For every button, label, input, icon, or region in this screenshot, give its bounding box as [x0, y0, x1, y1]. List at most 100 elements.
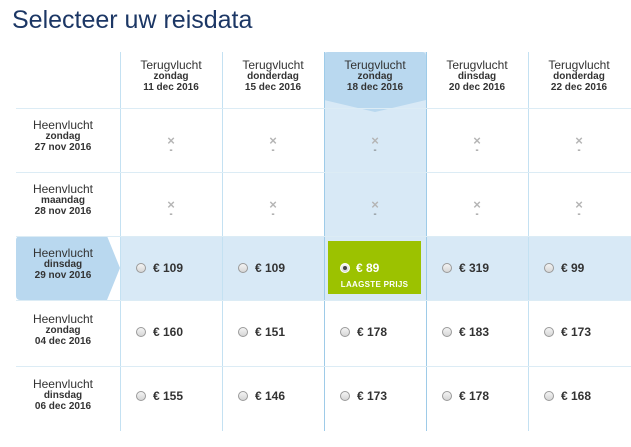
fare-option[interactable]: € 146 [238, 386, 285, 406]
fare-radio-selected[interactable] [340, 263, 350, 273]
departure-date: 06 dec 2016 [34, 401, 92, 412]
fare-radio[interactable] [136, 391, 146, 401]
return-date: 15 dec 2016 [244, 82, 302, 93]
fare-radio[interactable] [340, 327, 350, 337]
return-day: donderdag [247, 71, 299, 82]
unavailable-cell: × - [167, 197, 175, 220]
fare-radio[interactable] [238, 263, 248, 273]
lowest-price-badge: LAAGSTE PRIJS [340, 280, 409, 289]
fare-radio[interactable] [136, 327, 146, 337]
departure-date-header[interactable]: Heenvlucht maandag 28 nov 2016 [16, 183, 110, 217]
return-date-header[interactable]: Terugvlucht donderdag 22 dec 2016 [528, 59, 630, 93]
fare-price: € 109 [153, 261, 184, 275]
fare-radio[interactable] [238, 327, 248, 337]
unavailable-cell: × - [167, 133, 175, 156]
fare-radio[interactable] [442, 391, 452, 401]
fare-radio[interactable] [340, 391, 350, 401]
unavailable-icon: × [371, 197, 379, 212]
departure-day: dinsdag [43, 390, 83, 401]
fare-option[interactable]: € 178 [442, 386, 489, 406]
selected-column-arrow [324, 100, 426, 112]
fare-option[interactable]: € 183 [442, 322, 489, 342]
fare-price: € 173 [357, 389, 388, 403]
return-day: zondag [153, 71, 189, 82]
fare-option[interactable]: € 109 [238, 258, 285, 278]
fare-radio[interactable] [238, 391, 248, 401]
departure-day: zondag [45, 131, 81, 142]
departure-date-header[interactable]: Heenvlucht zondag 27 nov 2016 [16, 119, 110, 153]
fare-radio[interactable] [442, 327, 452, 337]
fare-price: € 146 [255, 389, 286, 403]
unavailable-icon: × [167, 197, 175, 212]
departure-date: 28 nov 2016 [34, 206, 92, 217]
unavailable-icon: × [473, 133, 481, 148]
departure-label: Heenvlucht [32, 377, 94, 391]
fare-option[interactable]: € 109 [136, 258, 183, 278]
fare-price: € 109 [255, 261, 286, 275]
return-date-header[interactable]: Terugvlucht dinsdag 20 dec 2016 [426, 59, 528, 93]
departure-date: 04 dec 2016 [34, 336, 92, 347]
fare-option[interactable]: € 151 [238, 322, 285, 342]
fare-price: € 160 [153, 325, 184, 339]
fare-price: € 178 [357, 325, 388, 339]
departure-label: Heenvlucht [32, 118, 94, 132]
departure-date-header[interactable]: Heenvlucht zondag 04 dec 2016 [16, 313, 110, 347]
unavailable-cell: × - [473, 197, 481, 220]
column-divider [120, 52, 121, 431]
fare-price: € 178 [459, 389, 490, 403]
return-label: Terugvlucht [140, 58, 202, 72]
return-date-header[interactable]: Terugvlucht donderdag 15 dec 2016 [222, 59, 324, 93]
departure-label: Heenvlucht [32, 246, 94, 260]
fare-radio[interactable] [136, 263, 146, 273]
departure-date: 27 nov 2016 [34, 142, 92, 153]
unavailable-cell: × - [473, 133, 481, 156]
fare-option[interactable]: € 168 [544, 386, 591, 406]
row-divider [16, 366, 631, 367]
fare-price: € 89 [356, 261, 380, 275]
selected-column-header [324, 52, 426, 100]
departure-date-header-selected[interactable]: Heenvlucht dinsdag 29 nov 2016 [16, 247, 110, 281]
departure-label: Heenvlucht [32, 182, 94, 196]
fare-radio[interactable] [442, 263, 452, 273]
selected-row-arrow [107, 236, 120, 300]
return-date: 18 dec 2016 [346, 82, 404, 93]
return-date-header-selected[interactable]: Terugvlucht zondag 18 dec 2016 [324, 59, 426, 93]
fare-radio[interactable] [544, 391, 554, 401]
column-divider [426, 52, 427, 431]
fare-price: € 168 [561, 389, 592, 403]
return-date: 20 dec 2016 [448, 82, 506, 93]
fare-option[interactable]: € 173 [544, 322, 591, 342]
row-divider [16, 108, 631, 109]
return-label: Terugvlucht [548, 58, 610, 72]
fare-price: € 319 [459, 261, 490, 275]
return-label: Terugvlucht [344, 58, 406, 72]
departure-label: Heenvlucht [32, 312, 94, 326]
fare-price: € 183 [459, 325, 490, 339]
column-divider [324, 52, 325, 431]
fare-option[interactable]: € 160 [136, 322, 183, 342]
fare-price: € 173 [561, 325, 592, 339]
return-date-header[interactable]: Terugvlucht zondag 11 dec 2016 [120, 59, 222, 93]
fare-option[interactable]: € 319 [442, 258, 489, 278]
unavailable-cell: × - [575, 133, 583, 156]
fare-option[interactable]: € 155 [136, 386, 183, 406]
fare-radio[interactable] [544, 327, 554, 337]
departure-day: dinsdag [43, 259, 83, 270]
unavailable-icon: × [575, 133, 583, 148]
departure-day: maandag [41, 195, 85, 206]
fare-price: € 99 [561, 261, 585, 275]
return-label: Terugvlucht [242, 58, 304, 72]
fare-option[interactable]: € 99 [544, 258, 584, 278]
selected-row-header [16, 236, 107, 300]
return-label: Terugvlucht [446, 58, 508, 72]
fare-option[interactable]: € 178 [340, 322, 387, 342]
unavailable-icon: × [269, 133, 277, 148]
unavailable-cell: × - [269, 197, 277, 220]
selected-fare-lowest-price[interactable]: € 89 LAAGSTE PRIJS [328, 241, 421, 294]
fare-price: € 155 [153, 389, 184, 403]
return-date: 22 dec 2016 [550, 82, 608, 93]
fare-radio[interactable] [544, 263, 554, 273]
fare-option[interactable]: € 173 [340, 386, 387, 406]
departure-date-header[interactable]: Heenvlucht dinsdag 06 dec 2016 [16, 378, 110, 412]
